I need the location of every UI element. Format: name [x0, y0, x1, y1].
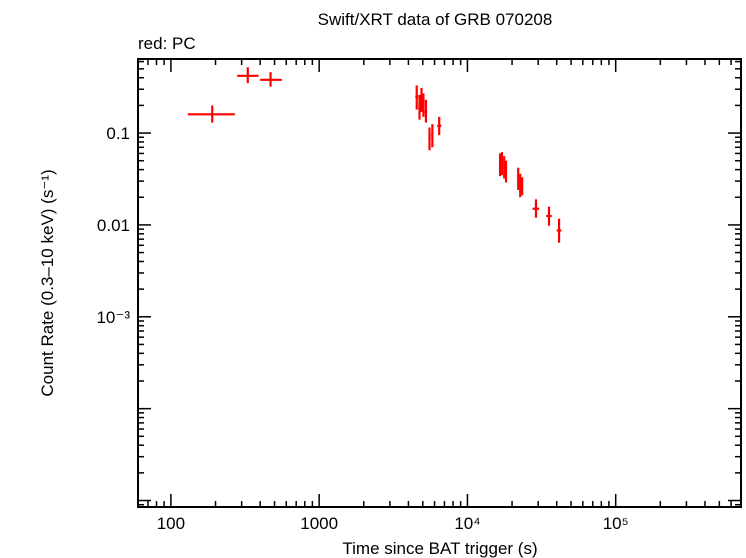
data-point	[187, 105, 235, 123]
x-tick-label: 1000	[300, 514, 338, 533]
y-tick-label: 10⁻³	[96, 308, 130, 327]
data-point	[420, 87, 423, 112]
y-tick-label: 0.01	[97, 216, 130, 235]
data-point	[546, 206, 552, 226]
data-point	[521, 177, 524, 196]
x-tick-label: 10⁵	[603, 514, 629, 533]
data-point	[519, 173, 522, 198]
data-points	[187, 67, 562, 243]
data-point	[498, 153, 502, 177]
data-point	[418, 94, 421, 120]
x-tick-label: 100	[157, 514, 185, 533]
data-point	[431, 124, 434, 148]
data-point	[517, 167, 520, 190]
data-point	[532, 199, 540, 218]
axis-ticks: 100 1000 10⁴ 10⁵ 10⁻³ 0.01 0.1	[96, 59, 742, 533]
y-tick-label: 0.1	[106, 124, 130, 143]
data-point	[556, 218, 562, 243]
data-point	[260, 72, 282, 87]
x-axis-label: Time since BAT trigger (s)	[342, 539, 537, 558]
y-axis-label: Count Rate (0.3–10 keV) (s⁻¹)	[38, 169, 57, 396]
plot-frame	[137, 58, 742, 508]
data-point	[500, 152, 504, 175]
data-point	[428, 127, 431, 151]
data-point	[437, 116, 442, 136]
x-tick-label: 10⁴	[454, 514, 480, 533]
data-point	[504, 160, 508, 183]
data-point	[424, 99, 428, 123]
chart-subtitle: red: PC	[138, 34, 196, 53]
data-point	[415, 85, 419, 110]
data-point	[237, 67, 259, 84]
data-point	[422, 93, 425, 117]
chart-title: Swift/XRT data of GRB 070208	[318, 10, 553, 29]
